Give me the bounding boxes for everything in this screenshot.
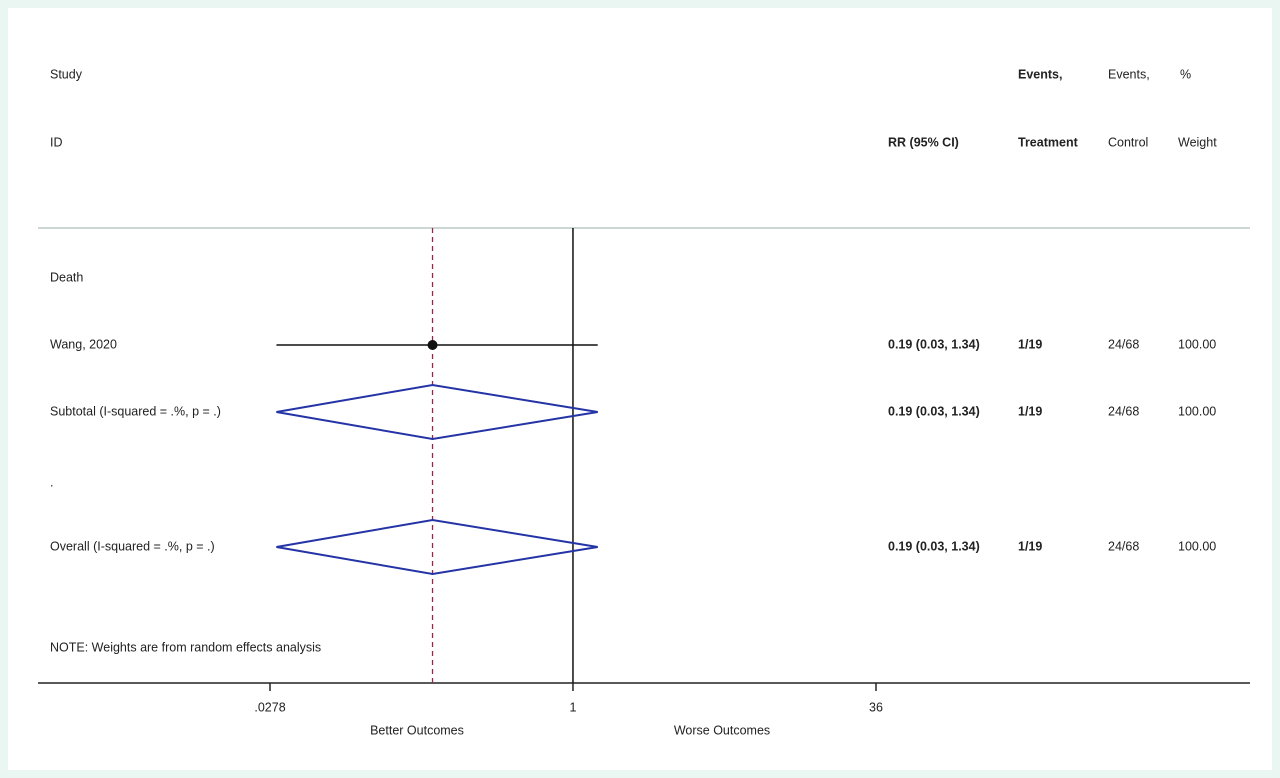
header: Study — [50, 67, 83, 81]
plot-background — [8, 8, 1272, 770]
control-events: 24/68 — [1108, 337, 1139, 351]
row-label: Subtotal (I-squared = .%, p = .) — [50, 404, 221, 418]
note: NOTE: Weights are from random effects an… — [50, 640, 321, 654]
row-label: Death — [50, 270, 83, 284]
treatment-events: 1/19 — [1018, 404, 1042, 418]
header: Events, — [1108, 67, 1150, 81]
row-label: Overall (I-squared = .%, p = .) — [50, 539, 215, 553]
row-label: . — [50, 475, 53, 489]
header: Control — [1108, 135, 1148, 149]
header: Treatment — [1018, 135, 1079, 149]
x-axis-label: Better Outcomes — [370, 723, 464, 737]
header: Events, — [1018, 67, 1062, 81]
x-axis-label: Worse Outcomes — [674, 723, 770, 737]
pooled-diamond — [276, 518, 598, 576]
control-events: 24/68 — [1108, 539, 1139, 553]
header: ID — [50, 135, 63, 149]
pooled-diamond — [276, 383, 598, 441]
x-tick-label: 1 — [569, 700, 576, 714]
weight: 100.00 — [1178, 337, 1216, 351]
header: RR (95% CI) — [888, 135, 959, 149]
control-events: 24/68 — [1108, 404, 1139, 418]
header: Weight — [1178, 135, 1217, 149]
treatment-events: 1/19 — [1018, 337, 1042, 351]
rr-text: 0.19 (0.03, 1.34) — [888, 337, 980, 351]
row-label: Wang, 2020 — [50, 337, 117, 351]
weight: 100.00 — [1178, 539, 1216, 553]
treatment-events: 1/19 — [1018, 539, 1042, 553]
x-tick-label: .0278 — [254, 700, 285, 714]
header: % — [1180, 67, 1191, 81]
rr-text: 0.19 (0.03, 1.34) — [888, 404, 980, 418]
weight: 100.00 — [1178, 404, 1216, 418]
x-tick-label: 36 — [869, 700, 883, 714]
rr-text: 0.19 (0.03, 1.34) — [888, 539, 980, 553]
point-estimate — [427, 340, 438, 350]
